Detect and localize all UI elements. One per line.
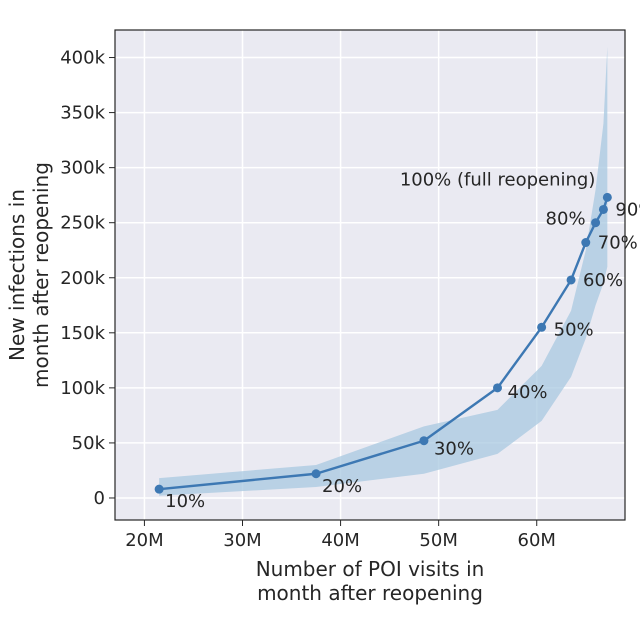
x-axis-label: Number of POI visits inmonth after reope… xyxy=(256,557,485,605)
data-point xyxy=(567,275,576,284)
y-tick-label: 200k xyxy=(60,268,105,289)
x-tick-label: 30M xyxy=(223,530,261,551)
data-point xyxy=(155,485,164,494)
x-tick-label: 20M xyxy=(125,530,163,551)
point-label: 50% xyxy=(554,319,594,340)
reopening-chart: 10% 20% 30% 40% 50% 60% 70% 80% 90% 100% (full re… xyxy=(0,0,640,620)
x-tick-label: 40M xyxy=(321,530,359,551)
data-point xyxy=(591,218,600,227)
point-label: 10% xyxy=(165,491,205,512)
point-label: 100% (full reopening) xyxy=(400,169,596,190)
y-tick-label: 50k xyxy=(72,433,106,454)
point-label: 30% xyxy=(434,439,474,460)
data-point xyxy=(537,323,546,332)
y-tick-label: 400k xyxy=(60,48,105,69)
point-label: 80% xyxy=(546,209,586,230)
y-tick-label: 100k xyxy=(60,378,105,399)
chart-container: 10% 20% 30% 40% 50% 60% 70% 80% 90% 100% (full re… xyxy=(0,0,640,620)
y-tick-label: 0 xyxy=(94,488,105,509)
y-axis-label: New infections inmonth after reopening xyxy=(5,162,53,388)
data-point xyxy=(419,436,428,445)
point-label: 40% xyxy=(508,382,548,403)
x-tick-label: 60M xyxy=(518,530,556,551)
y-tick-label: 250k xyxy=(60,213,105,234)
data-point xyxy=(603,193,612,202)
y-tick-label: 300k xyxy=(60,158,105,179)
point-label: 60% xyxy=(583,270,623,291)
point-label: 90% xyxy=(615,199,640,220)
x-tick-label: 50M xyxy=(419,530,457,551)
data-point xyxy=(599,205,608,214)
y-tick-label: 150k xyxy=(60,323,105,344)
data-point xyxy=(493,383,502,392)
y-tick-label: 350k xyxy=(60,103,105,124)
data-point xyxy=(581,238,590,247)
point-label: 70% xyxy=(598,233,638,254)
point-label: 20% xyxy=(322,476,362,497)
data-point xyxy=(312,469,321,478)
